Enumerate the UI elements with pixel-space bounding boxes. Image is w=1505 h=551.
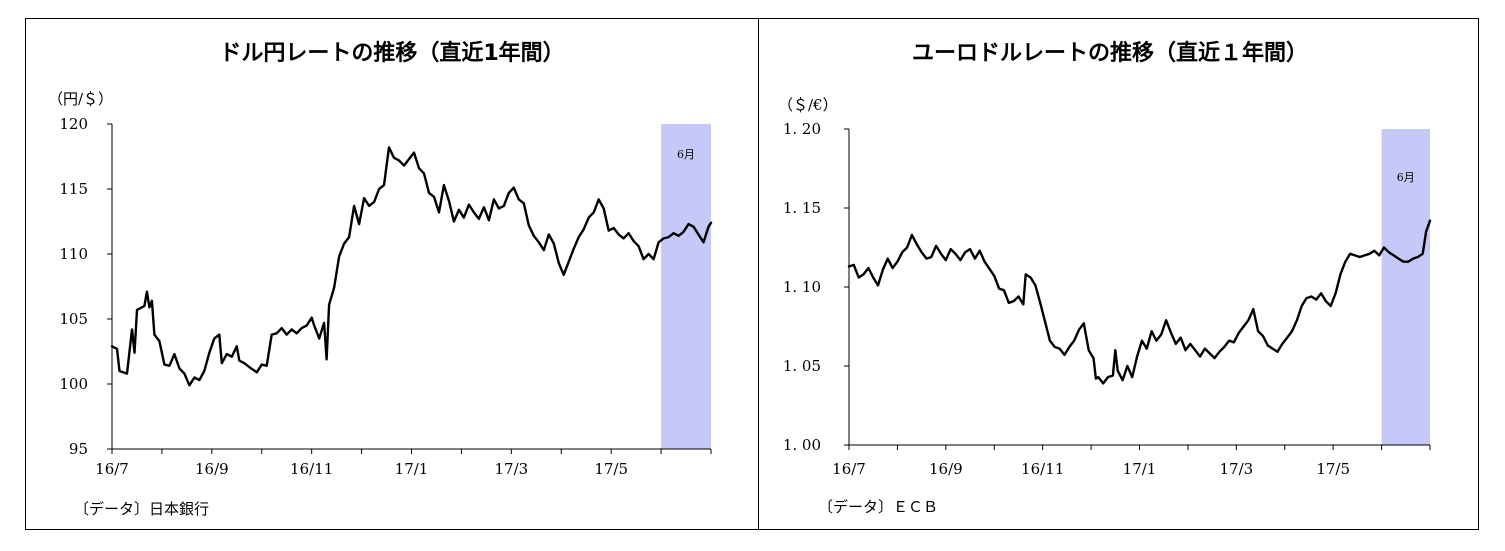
series-line: [847, 219, 1432, 385]
x-tick-label: 16/11: [1021, 460, 1064, 478]
highlight-label: 6月: [1397, 171, 1415, 184]
highlight-band: [1381, 129, 1430, 445]
highlight-band: [661, 124, 711, 449]
x-tick-label: 17/1: [1123, 460, 1157, 478]
x-tick-label: 17/5: [594, 460, 628, 478]
x-tick-label: 16/7: [832, 460, 866, 478]
right-panel-frame: [758, 18, 1479, 530]
eur-usd-chart: ユーロドルレートの推移（直近１年間） （＄/€） 6月 1. 00 1. 05 1.…: [778, 40, 1432, 516]
left-panel-frame: [25, 18, 759, 530]
x-tick-label: 16/9: [929, 460, 963, 478]
chart-title: ドル円レートの推移（直近1年間）: [219, 40, 564, 66]
x-tick-label: 16/9: [195, 460, 229, 478]
usd-jpy-chart: ドル円レートの推移（直近1年間） （円/＄） 6月 95 100 105 110 115…: [48, 40, 713, 518]
highlight-label: 6月: [677, 148, 695, 161]
y-tick-label: 110: [59, 245, 88, 263]
source-note: 〔データ〕日本銀行: [74, 500, 209, 518]
x-tick-label: 17/3: [494, 460, 528, 478]
y-tick-label: 95: [69, 440, 88, 458]
y-tick-label: 1. 00: [783, 436, 821, 454]
y-tick-label: 105: [59, 310, 88, 328]
y-tick-label: 120: [59, 115, 88, 133]
series-line: [110, 146, 713, 387]
x-tick-label: 17/3: [1219, 460, 1253, 478]
y-unit-label: （円/＄）: [48, 90, 113, 108]
x-tick-label: 17/1: [395, 460, 429, 478]
y-unit-label: （＄/€）: [778, 96, 838, 114]
y-tick-label: 1. 10: [783, 278, 821, 296]
y-tick-label: 115: [59, 180, 88, 198]
y-tick-label: 1. 15: [783, 199, 821, 217]
x-tick-label: 17/5: [1316, 460, 1350, 478]
y-tick-label: 100: [59, 375, 88, 393]
y-tick-label: 1. 05: [783, 357, 821, 375]
x-tick-label: 16/7: [95, 460, 129, 478]
source-note: 〔データ〕ＥＣＢ: [818, 498, 938, 516]
x-tick-label: 16/11: [290, 460, 333, 478]
y-tick-label: 1. 20: [783, 120, 821, 138]
chart-title: ユーロドルレートの推移（直近１年間）: [912, 40, 1308, 66]
